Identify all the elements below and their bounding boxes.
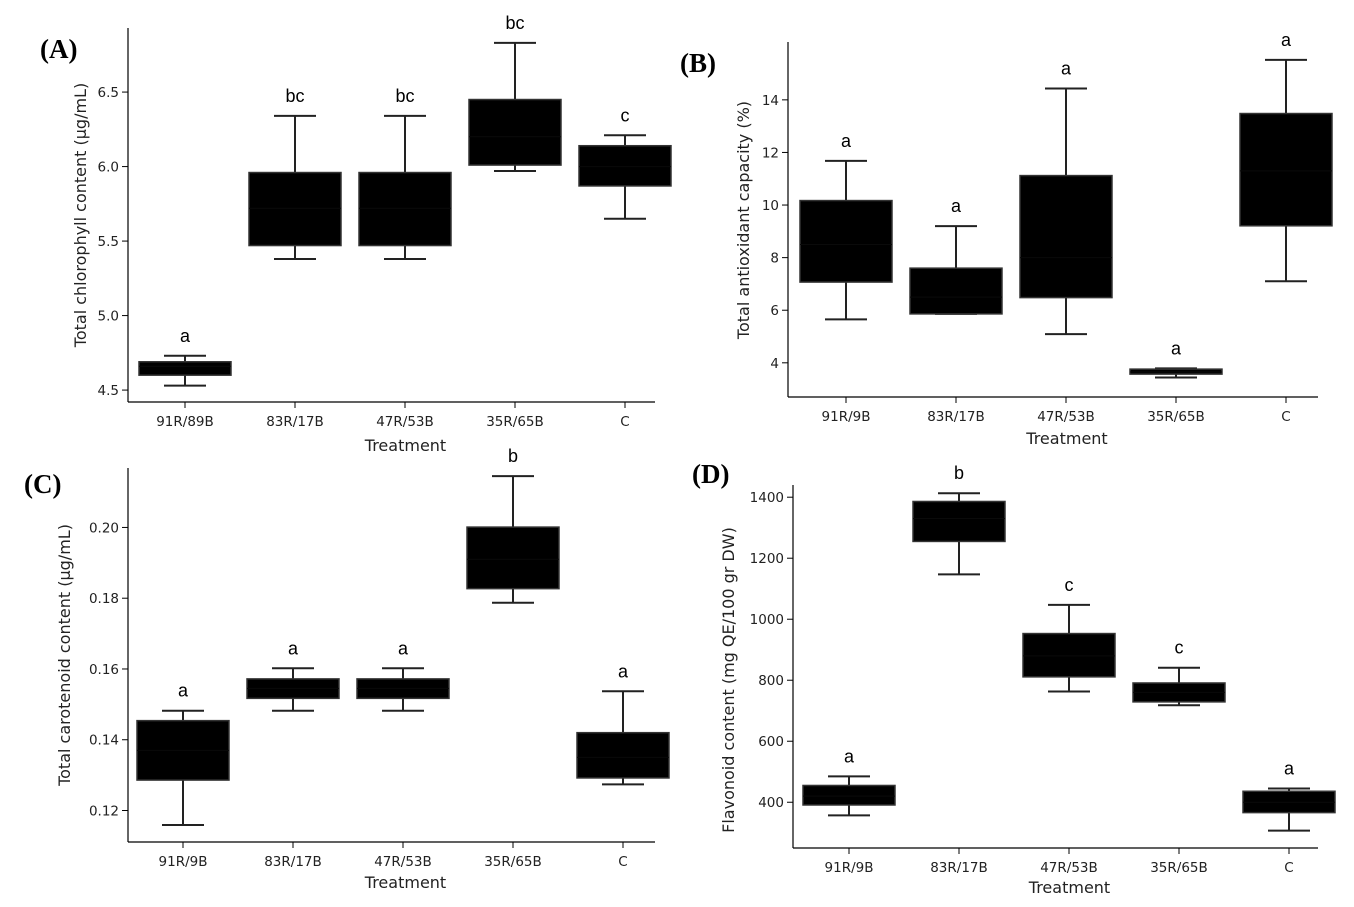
y-tick-label: 0.20 [89, 520, 119, 536]
y-tick-label: 1400 [750, 490, 784, 506]
x-tick-label: 91R/9B [822, 409, 871, 425]
x-tick-label: 91R/9B [159, 854, 208, 870]
x-tick-label: 91R/9B [825, 860, 874, 876]
significance-letter: b [954, 463, 964, 483]
box-iqr [909, 267, 1003, 315]
y-tick-label: 0.12 [89, 804, 119, 820]
x-tick-label: 83R/17B [927, 409, 985, 425]
x-tick-label: C [620, 414, 629, 430]
significance-letter: a [288, 638, 299, 658]
box-iqr [912, 500, 1006, 543]
x-tick-label: 47R/53B [1037, 409, 1095, 425]
y-tick-label: 12 [762, 145, 779, 161]
box-iqr [578, 144, 672, 187]
significance-letter: a [1281, 30, 1292, 50]
x-tick-label: C [1281, 409, 1290, 425]
significance-letter: c [1175, 638, 1184, 658]
x-axis-label: Treatment [364, 873, 446, 892]
significance-letter: a [844, 746, 855, 766]
panel-title: (D) [692, 459, 729, 489]
box-iqr [802, 784, 896, 806]
y-tick-label: 0.18 [89, 591, 119, 607]
panel-a: (A) 4.5 5.0 5.5 6.0 6.5 Total chlorophyll cont… [40, 13, 672, 455]
box-iqr [468, 98, 562, 166]
y-axis-label: Total antioxidant capacity (%) [734, 101, 753, 340]
y-tick-label: 14 [762, 93, 779, 109]
x-tick-label: 35R/65B [484, 854, 542, 870]
x-tick-label: 47R/53B [376, 414, 434, 430]
y-tick-label: 10 [762, 198, 779, 214]
box-iqr [1022, 632, 1116, 678]
significance-letter: a [178, 681, 189, 701]
panel-c: (C) 0.12 0.14 0.16 0.18 0.20 Total carotenoid … [24, 446, 670, 892]
x-axis-label: Treatment [364, 436, 446, 455]
panel-d: (D) 400 600 800 1000 1200 1400 Flavonoid conten… [692, 459, 1336, 897]
x-tick-label: 83R/17B [930, 860, 988, 876]
significance-letter: bc [505, 13, 524, 33]
y-axis-label: Total carotenoid content (µg/mL) [55, 524, 74, 787]
x-tick-label: C [618, 854, 627, 870]
significance-letter: a [1061, 59, 1072, 79]
significance-letter: c [621, 105, 630, 125]
significance-letter: c [1065, 575, 1074, 595]
y-tick-label: 5.5 [98, 234, 119, 250]
x-tick-label: 47R/53B [1040, 860, 1098, 876]
y-tick-label: 8 [770, 251, 779, 267]
panel-b: (B) 4 6 8 10 12 14 Total antioxidant capacity (… [680, 30, 1333, 448]
box-iqr [576, 731, 670, 779]
y-axis-label: Flavonoid content (mg QE/100 gr DW) [719, 527, 738, 833]
significance-letter: a [841, 131, 852, 151]
x-tick-label: 35R/65B [486, 414, 544, 430]
x-tick-label: C [1284, 860, 1293, 876]
y-tick-label: 1000 [750, 612, 784, 628]
significance-letter: b [508, 446, 518, 466]
y-tick-label: 5.0 [98, 309, 119, 325]
significance-letter: bc [285, 86, 304, 106]
box-iqr [1239, 112, 1333, 227]
panel-title: (C) [24, 469, 61, 499]
y-tick-label: 600 [758, 734, 784, 750]
significance-letter: a [180, 326, 191, 346]
significance-letter: a [618, 661, 629, 681]
significance-letter: a [1171, 338, 1182, 358]
significance-letter: bc [395, 86, 414, 106]
panel-title: (B) [680, 48, 716, 78]
y-tick-label: 1200 [750, 551, 784, 567]
significance-letter: a [398, 638, 409, 658]
x-tick-label: 47R/53B [374, 854, 432, 870]
x-axis-label: Treatment [1025, 429, 1107, 448]
box-iqr [799, 199, 893, 283]
y-tick-label: 0.16 [89, 662, 119, 678]
box-iqr [138, 361, 232, 376]
y-tick-label: 6.0 [98, 160, 119, 176]
x-tick-label: 83R/17B [266, 414, 324, 430]
y-tick-label: 4 [770, 356, 779, 372]
box-iqr [466, 526, 560, 590]
y-tick-label: 800 [758, 673, 784, 689]
panel-title: (A) [40, 34, 77, 64]
x-axis-label: Treatment [1028, 878, 1110, 897]
box-iqr [358, 171, 452, 247]
y-tick-label: 0.14 [89, 733, 119, 749]
x-tick-label: 91R/89B [156, 414, 214, 430]
significance-letter: a [951, 196, 962, 216]
x-tick-label: 35R/65B [1150, 860, 1208, 876]
y-tick-label: 400 [758, 795, 784, 811]
y-tick-label: 4.5 [98, 383, 119, 399]
x-tick-label: 35R/65B [1147, 409, 1205, 425]
y-axis-label: Total chlorophyll content (µg/mL) [71, 83, 90, 348]
box-iqr [1019, 174, 1113, 299]
y-tick-label: 6.5 [98, 85, 119, 101]
y-tick-label: 6 [770, 303, 779, 319]
x-tick-label: 83R/17B [264, 854, 322, 870]
box-iqr [248, 171, 342, 247]
significance-letter: a [1284, 759, 1295, 779]
